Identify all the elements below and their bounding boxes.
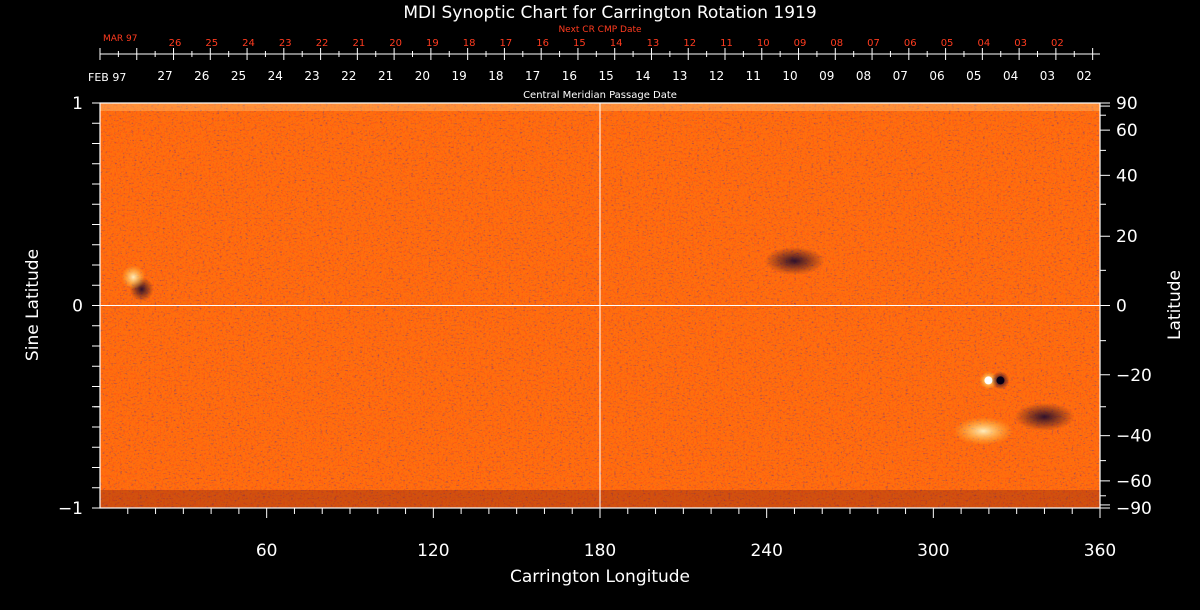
active-regions (121, 246, 1075, 446)
right-tick-label: 90 (1116, 94, 1138, 114)
next-cr-day-label: 19 (426, 38, 439, 49)
bottom-tick-label: 240 (750, 541, 782, 561)
y-axis-label-left: Sine Latitude (23, 249, 43, 361)
next-cr-day-label: 25 (205, 38, 218, 49)
bottom-axis-ticks (127, 508, 1101, 518)
cmp-day-label: 10 (782, 69, 797, 83)
cmp-day-label: 14 (635, 69, 650, 83)
bottom-axis-labels: 60 120 180 240 300 360 (256, 541, 1116, 561)
bottom-tick-label: 300 (917, 541, 949, 561)
next-cr-day-label: 26 (169, 38, 182, 49)
bottom-tick-label: 60 (256, 541, 278, 561)
cmp-day-label: 21 (378, 69, 393, 83)
cmp-day-label: 26 (194, 69, 209, 83)
left-axis-labels: 1 0 −1 (58, 94, 83, 519)
next-cr-day-label: 16 (536, 38, 549, 49)
cmp-day-label: 20 (415, 69, 430, 83)
right-tick-label: 20 (1116, 227, 1138, 247)
next-cr-day-label: 08 (830, 38, 843, 49)
right-tick-label: 60 (1116, 121, 1138, 141)
feature-2-positive-core (984, 376, 993, 385)
cmp-day-label: 24 (268, 69, 283, 83)
next-cr-day-label: 21 (352, 38, 365, 49)
feature-2-negative-core (996, 376, 1005, 385)
cmp-month-label: FEB 97 (88, 71, 126, 84)
cmp-day-label: 11 (746, 69, 761, 83)
next-cr-day-label: 04 (977, 38, 990, 49)
cmp-day-label: 18 (488, 69, 503, 83)
cmp-day-label: 07 (893, 69, 908, 83)
left-tick-label: 0 (72, 297, 83, 317)
cmp-day-label: 19 (451, 69, 466, 83)
x-axis-label: Carrington Longitude (510, 567, 690, 587)
feature-3 (1014, 402, 1075, 431)
feature-4 (953, 417, 1014, 446)
chart-title: MDI Synoptic Chart for Carrington Rotati… (403, 3, 816, 23)
feature-1 (121, 265, 146, 290)
next-cr-day-label: 23 (279, 38, 292, 49)
cmp-day-label: 04 (1003, 69, 1018, 83)
y-axis-label-right: Latitude (1165, 270, 1185, 340)
magnetogram-map (99, 102, 1101, 509)
next-cr-day-label: 24 (242, 38, 255, 49)
right-tick-label: −40 (1116, 427, 1152, 447)
next-cr-day-label: 06 (904, 38, 917, 49)
next-cr-day-label: 07 (867, 38, 880, 49)
cmp-day-label: 05 (966, 69, 981, 83)
cmp-axis-label: Central Meridian Passage Date (523, 90, 677, 101)
date-axis-ticks (99, 48, 1094, 60)
next-cr-day-label: 12 (683, 38, 696, 49)
cmp-day-label: 03 (1040, 69, 1055, 83)
cmp-day-label: 13 (672, 69, 687, 83)
cmp-day-label: 08 (856, 69, 871, 83)
right-tick-label: 0 (1116, 297, 1127, 317)
right-axis-labels: 90 60 40 20 0 −20 −40 −60 −90 (1116, 94, 1152, 519)
left-tick-label: −1 (58, 499, 83, 519)
cmp-day-label: 22 (341, 69, 356, 83)
cmp-day-labels: 27 26 25 24 23 22 21 20 19 18 17 16 15 14 13 12 11 10 09 08… (157, 69, 1091, 83)
next-cr-day-label: 03 (1014, 38, 1027, 49)
bottom-tick-label: 120 (417, 541, 449, 561)
bottom-tick-label: 180 (584, 541, 616, 561)
right-tick-label: −20 (1116, 366, 1152, 386)
next-cr-day-label: 20 (389, 38, 402, 49)
next-cr-day-labels: 26 25 24 23 22 21 20 19 18 17 16 15 14 13 12 11 10 09 08 07… (169, 38, 1064, 49)
cmp-day-label: 12 (709, 69, 724, 83)
next-cr-day-label: 09 (794, 38, 807, 49)
next-cr-day-label: 13 (647, 38, 660, 49)
right-tick-label: 40 (1116, 166, 1138, 186)
next-cr-day-label: 17 (500, 38, 513, 49)
right-axis-ticks (1100, 102, 1110, 509)
left-tick-label: 1 (72, 94, 83, 114)
bottom-tick-label: 360 (1084, 541, 1116, 561)
cmp-day-label: 15 (599, 69, 614, 83)
next-cr-day-label: 18 (463, 38, 476, 49)
right-tick-label: −90 (1116, 499, 1152, 519)
cmp-day-label: 17 (525, 69, 540, 83)
feature-5 (764, 246, 825, 275)
next-cr-day-label: 05 (941, 38, 954, 49)
cmp-day-label: 09 (819, 69, 834, 83)
next-cr-day-label: 10 (757, 38, 770, 49)
next-cr-day-label: 02 (1051, 38, 1064, 49)
next-cr-axis-label: Next CR CMP Date (558, 25, 642, 35)
next-cr-day-label: 11 (720, 38, 733, 49)
right-tick-label: −60 (1116, 472, 1152, 492)
next-cr-day-label: 14 (610, 38, 623, 49)
cmp-day-label: 27 (157, 69, 172, 83)
cmp-day-label: 02 (1076, 69, 1091, 83)
next-cr-month-label: MAR 97 (103, 34, 138, 44)
next-cr-day-label: 22 (316, 38, 329, 49)
next-cr-day-label: 15 (573, 38, 586, 49)
cmp-day-label: 06 (929, 69, 944, 83)
cmp-day-label: 16 (562, 69, 577, 83)
left-axis-ticks (92, 102, 100, 509)
cmp-day-label: 23 (304, 69, 319, 83)
cmp-day-label: 25 (231, 69, 246, 83)
